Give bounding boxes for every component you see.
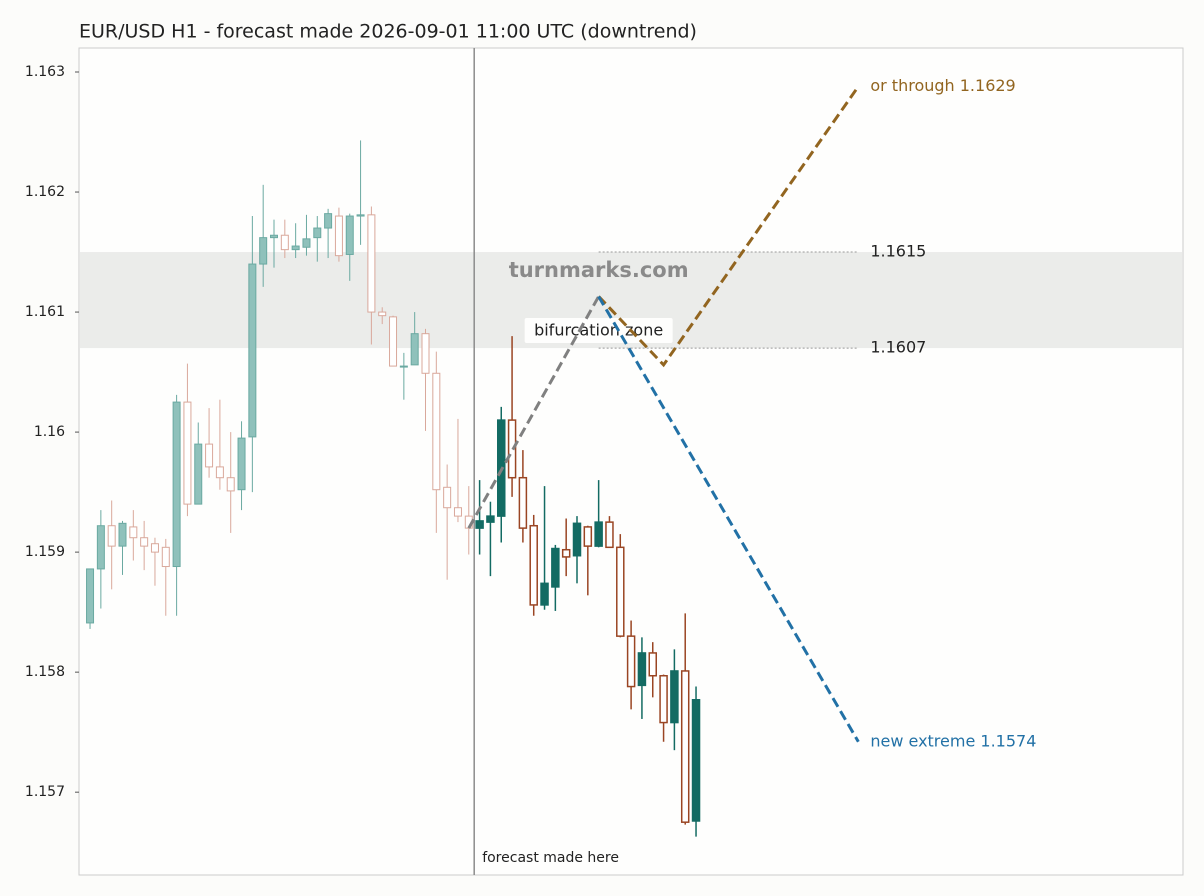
candle-body [680,670,690,823]
y-tick-label: 1.158 [25,664,65,680]
candle-body [410,333,419,366]
candle-body [324,213,333,229]
forecast-label: forecast made here [482,850,619,866]
candle-body [248,263,257,438]
zone-label: bifurcation zone [534,321,663,340]
y-tick-label: 1.159 [25,544,65,560]
candle-body [96,525,105,570]
candle-body [583,526,593,547]
level-label: 1.1607 [870,338,926,357]
y-tick-label: 1.163 [25,64,65,80]
candle-body [356,214,365,217]
candle-body [367,214,376,313]
candle-body [594,521,603,547]
candle-body [140,537,149,547]
candle-body [129,526,138,539]
candle-body [475,520,484,529]
candle-body [626,635,636,688]
candle-body [551,547,560,588]
scenario-label: or through 1.1629 [870,76,1015,95]
candle-body [215,466,224,479]
candle-body [378,311,387,317]
candle-body [486,515,495,523]
candle-body [389,316,398,367]
candle-body [453,507,462,517]
candle-body [670,670,679,724]
candle-body [432,372,441,491]
candle-body [270,234,279,239]
candle-body [334,215,343,257]
level-label: 1.1615 [870,242,926,261]
candle-body [561,548,571,558]
candle-body [399,365,408,368]
candle-body [118,522,127,547]
candle-body [205,443,214,468]
y-tick-label: 1.157 [25,784,65,800]
y-tick-label: 1.162 [25,184,65,200]
candle-body [161,546,170,568]
y-tick-label: 1.161 [25,304,65,320]
candle-body [616,546,625,637]
candle-body [259,237,268,265]
candle-body [540,582,549,606]
candle-body [529,524,538,606]
candle-body [107,525,116,547]
scenario-line [597,85,860,368]
candle-body [183,401,192,505]
candle-body [291,245,300,251]
candle-body [280,234,289,251]
candle-body [313,227,322,239]
candle-body [194,443,203,505]
candle-body [659,675,668,724]
candle-body [421,333,430,374]
candle-body [150,543,159,553]
candle-body [237,437,246,491]
candle-body [345,215,354,255]
candle-body [443,486,452,509]
watermark: turnmarks.com [509,258,689,282]
candle-body [605,521,614,549]
candle-body [637,652,647,687]
candle-body [691,699,701,822]
chart-title: EUR/USD H1 - forecast made 2026-09-01 11… [79,21,697,43]
candle-body [86,568,95,624]
candle-body [572,522,582,557]
candle-body [648,652,658,677]
scenario-line [597,295,860,743]
scenario-label: new extreme 1.1574 [870,731,1036,750]
candle-body [302,238,311,248]
candle-body [226,477,235,492]
candle-body [172,401,181,568]
candle-body [518,476,528,529]
y-tick-label: 1.16 [34,424,65,440]
